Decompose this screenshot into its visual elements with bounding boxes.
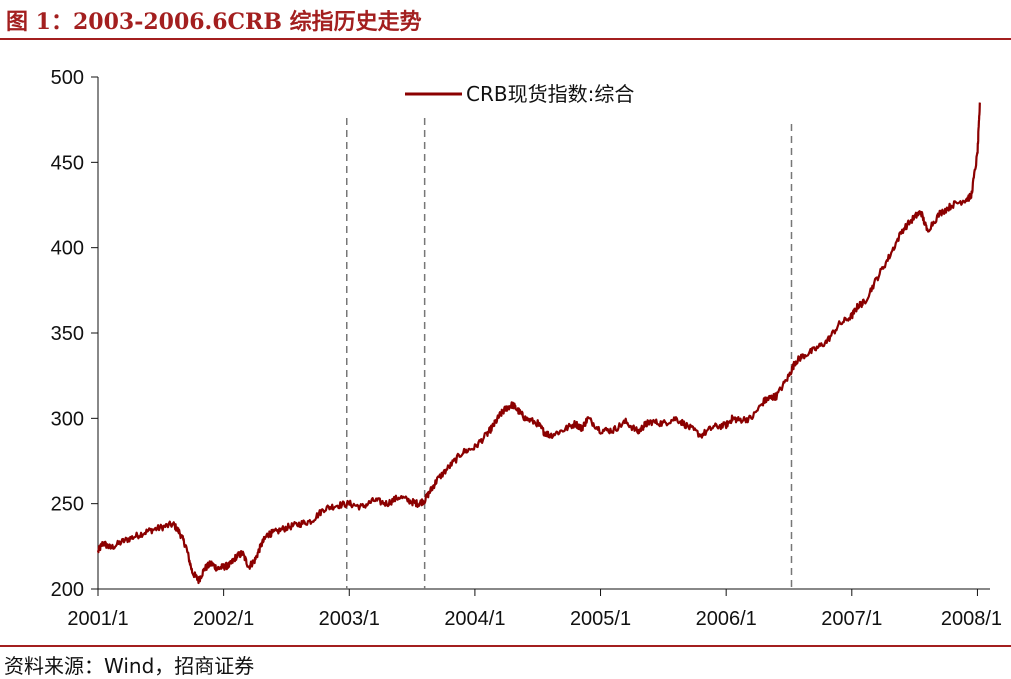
reference-lines [346,118,793,589]
series-layer [96,102,981,585]
line-chart: 200 250 300 350 400 450 500 2001/1 2002/1 2003/1… [51,67,1002,630]
y-tick-label: 300 [51,408,84,430]
y-axis: 200 250 300 350 400 450 500 [51,67,99,601]
x-tick-label: 2008/1 [941,608,1002,630]
figure-title: 图 1：2003-2006.6CRB 综指历史走势 [6,9,422,35]
x-tick-label: 2003/1 [319,608,380,630]
x-tick-label: 2004/1 [444,608,505,630]
x-tick-label: 2002/1 [193,608,254,630]
legend-label: CRB现货指数:综合 [466,82,634,106]
series-line [96,102,981,585]
x-tick-label: 2006/1 [696,608,757,630]
y-tick-label: 200 [51,579,84,601]
x-tick-label: 2007/1 [821,608,882,630]
legend: CRB现货指数:综合 [405,82,634,106]
x-tick-label: 2001/1 [67,608,128,630]
y-tick-label: 250 [51,494,84,516]
y-tick-label: 400 [51,238,84,260]
x-axis: 2001/1 2002/1 2003/1 2004/1 2005/1 2006/1 2007… [67,588,1002,630]
x-tick-label: 2005/1 [570,608,631,630]
title-rule [0,38,1011,40]
source-note: 资料来源：Wind，招商证券 [4,654,255,678]
source-rule [0,645,1011,647]
y-tick-label: 450 [51,152,84,174]
y-tick-label: 500 [51,67,84,89]
y-tick-label: 350 [51,323,84,345]
